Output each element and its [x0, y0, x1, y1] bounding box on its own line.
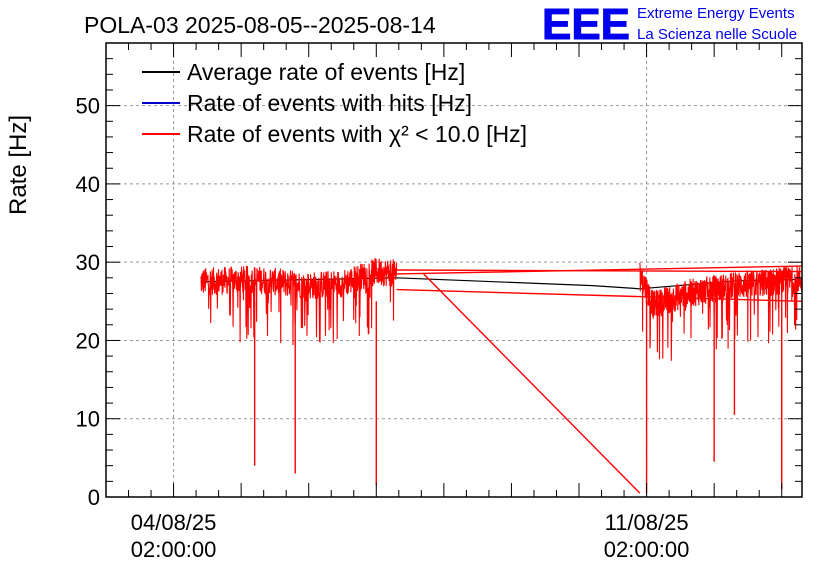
x-tick-time: 02:00:00 [131, 537, 217, 562]
legend: Average rate of events [Hz] Rate of event… [142, 59, 527, 147]
y-tick-label: 10 [76, 407, 100, 432]
series-layer [200, 257, 803, 494]
y-axis-label: Rate [Hz] [5, 115, 32, 215]
logo-line2: La Scienza nelle Scuole [637, 26, 797, 43]
series-chi2-gap-line [423, 273, 641, 494]
logo-line1: Extreme Energy Events [637, 5, 795, 22]
y-tick-label: 20 [76, 328, 100, 353]
y-tick-labels: 0 10 20 30 40 50 [76, 94, 100, 510]
legend-label: Rate of events with hits [Hz] [187, 90, 472, 116]
chart-title: POLA-03 2025-08-05--2025-08-14 [84, 12, 436, 38]
y-tick-label: 0 [88, 485, 100, 510]
y-tick-label: 30 [76, 250, 100, 275]
x-tick-date: 11/08/25 [605, 510, 689, 535]
plot-frame [105, 42, 803, 498]
series-chi2-line [200, 257, 398, 346]
x-tick-date: 04/08/25 [131, 510, 217, 535]
legend-label: Rate of events with χ² < 10.0 [Hz] [187, 121, 527, 147]
x-tick-time: 02:00:00 [604, 537, 690, 562]
y-tick-label: 40 [76, 172, 100, 197]
series-chi2-connector [396, 269, 803, 273]
y-tick-label: 50 [76, 94, 100, 119]
series-chi2-line [639, 262, 803, 361]
logo-eee: EEE [542, 0, 630, 49]
legend-label: Average rate of events [Hz] [187, 59, 465, 85]
series-chi2-connector [396, 265, 803, 275]
plot-border [105, 42, 803, 498]
